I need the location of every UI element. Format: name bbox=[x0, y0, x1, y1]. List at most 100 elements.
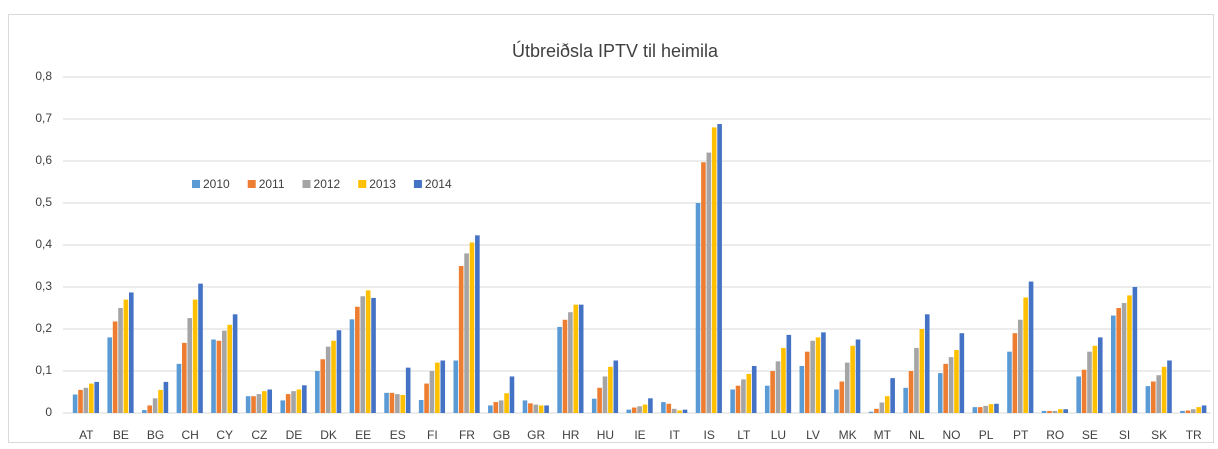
bar bbox=[296, 389, 302, 413]
bar bbox=[83, 387, 89, 413]
bar bbox=[291, 391, 296, 413]
bar bbox=[706, 152, 712, 413]
bar bbox=[844, 362, 850, 413]
bar bbox=[400, 394, 406, 413]
bar bbox=[488, 405, 493, 413]
bar bbox=[1028, 281, 1034, 413]
bar bbox=[405, 367, 411, 413]
x-tick-label: PT bbox=[1013, 428, 1029, 442]
bar bbox=[1190, 409, 1196, 413]
bar bbox=[661, 402, 666, 413]
bar bbox=[1121, 302, 1127, 413]
bar bbox=[142, 410, 147, 413]
bar bbox=[1196, 407, 1201, 413]
y-tick-label: 0,3 bbox=[35, 279, 52, 293]
bar bbox=[89, 383, 94, 413]
x-tick-label: BE bbox=[113, 428, 129, 442]
bar bbox=[187, 318, 193, 413]
bar bbox=[1052, 410, 1058, 413]
bar bbox=[522, 400, 528, 413]
bar bbox=[336, 330, 342, 413]
bar bbox=[781, 347, 786, 413]
bar bbox=[677, 410, 682, 413]
bar bbox=[163, 381, 169, 413]
bar bbox=[112, 321, 118, 413]
bar bbox=[1116, 308, 1121, 413]
bar bbox=[331, 340, 336, 413]
y-tick-label: 0,8 bbox=[35, 69, 52, 83]
bar bbox=[1012, 333, 1018, 413]
bar bbox=[821, 332, 826, 413]
bar bbox=[868, 411, 874, 413]
legend-label: 2014 bbox=[425, 177, 452, 191]
x-tick-label: ES bbox=[390, 428, 406, 442]
bar bbox=[839, 381, 845, 413]
legend-label: 2012 bbox=[314, 177, 341, 191]
y-tick-label: 0 bbox=[45, 405, 52, 419]
legend-label: 2011 bbox=[259, 177, 285, 191]
bar bbox=[764, 385, 770, 413]
bar bbox=[879, 402, 885, 413]
bar bbox=[1167, 360, 1172, 413]
bar bbox=[775, 361, 781, 413]
bar bbox=[256, 394, 262, 413]
bar bbox=[435, 362, 440, 413]
bar bbox=[158, 389, 163, 413]
bar bbox=[613, 360, 619, 413]
bar bbox=[458, 266, 464, 413]
bar bbox=[834, 389, 839, 413]
bar bbox=[365, 290, 371, 413]
bar bbox=[648, 398, 653, 413]
bar bbox=[810, 340, 815, 413]
bar bbox=[1161, 366, 1167, 413]
x-tick-label: MK bbox=[839, 428, 857, 442]
y-tick-label: 0,7 bbox=[35, 111, 52, 125]
bar bbox=[671, 408, 677, 413]
x-tick-label: NO bbox=[942, 428, 960, 442]
bar bbox=[429, 371, 435, 413]
chart-title: Útbreiðsla IPTV til heimila bbox=[512, 40, 719, 61]
x-tick-label: HR bbox=[562, 428, 580, 442]
bar bbox=[227, 324, 233, 413]
bar bbox=[608, 366, 613, 413]
bar bbox=[355, 306, 360, 413]
x-tick-label: MT bbox=[874, 428, 892, 442]
bar bbox=[325, 346, 331, 413]
bar bbox=[72, 394, 78, 413]
x-tick-label: EE bbox=[355, 428, 371, 442]
bar bbox=[147, 405, 153, 413]
x-tick-label: FI bbox=[427, 428, 438, 442]
bar bbox=[389, 392, 395, 413]
bar bbox=[118, 308, 123, 413]
bar bbox=[642, 404, 648, 413]
bar bbox=[123, 299, 129, 413]
y-tick-label: 0,1 bbox=[35, 363, 52, 377]
bar bbox=[222, 330, 227, 413]
bar bbox=[626, 409, 632, 413]
bar bbox=[1017, 319, 1023, 413]
x-tick-label: GR bbox=[527, 428, 545, 442]
bar bbox=[176, 363, 182, 413]
bar bbox=[315, 371, 320, 413]
bar bbox=[1097, 337, 1103, 413]
bar bbox=[591, 398, 597, 413]
bar bbox=[977, 407, 983, 413]
bar bbox=[919, 329, 925, 413]
bar bbox=[360, 296, 366, 413]
bar bbox=[1110, 315, 1116, 413]
x-tick-label: PL bbox=[979, 428, 994, 442]
y-tick-label: 0,4 bbox=[35, 237, 52, 251]
bar bbox=[924, 314, 930, 413]
bar bbox=[855, 339, 861, 413]
bar bbox=[395, 394, 400, 413]
bar bbox=[418, 399, 424, 413]
bar bbox=[1185, 410, 1191, 413]
bar bbox=[786, 334, 792, 413]
x-tick-label: IT bbox=[669, 428, 680, 442]
x-tick-label: HU bbox=[597, 428, 614, 442]
bar bbox=[384, 392, 389, 413]
x-tick-label: LU bbox=[771, 428, 786, 442]
x-tick-label: CY bbox=[216, 428, 233, 442]
bar bbox=[695, 203, 701, 413]
